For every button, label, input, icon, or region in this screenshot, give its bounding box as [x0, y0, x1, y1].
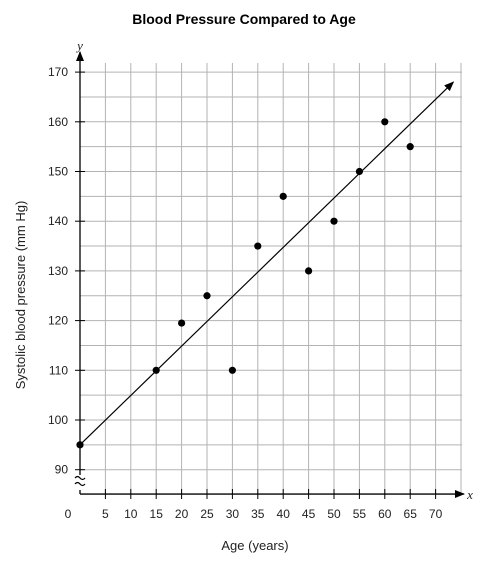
y-tick-label: 160: [48, 115, 68, 129]
trend-line-group: [79, 81, 455, 446]
x-tick-label: 15: [150, 507, 164, 521]
chart-title: Blood Pressure Compared to Age: [132, 11, 356, 27]
data-point: [76, 441, 84, 449]
data-point: [330, 217, 338, 225]
data-point: [381, 118, 389, 126]
y-tick-label: 110: [49, 363, 68, 377]
x-tick-label: 45: [302, 507, 316, 521]
grid: [80, 63, 462, 496]
data-points: [76, 118, 414, 449]
x-tick-label: 70: [429, 507, 443, 521]
data-point: [254, 242, 262, 250]
y-tick-label: 100: [48, 413, 68, 427]
data-point: [178, 319, 186, 327]
x-tick-label: 35: [251, 507, 265, 521]
axis-break-symbol: [74, 475, 86, 487]
x-ticks: 0 5 10 15 20 25 30 35 40 45 50 55 60 65 70: [65, 489, 443, 521]
x-tick-label: 50: [327, 507, 341, 521]
data-point: [203, 292, 211, 300]
data-point: [406, 143, 414, 151]
axes: [74, 51, 465, 498]
x-tick-label: 25: [200, 507, 214, 521]
data-point: [228, 366, 236, 374]
data-point: [305, 267, 313, 275]
trend-line: [79, 81, 455, 446]
data-point: [152, 366, 160, 374]
data-point: [279, 192, 287, 200]
x-tick-label: 5: [102, 507, 109, 521]
x-tick-label: 60: [378, 507, 392, 521]
data-point: [355, 167, 363, 176]
y-tick-label: 150: [48, 165, 68, 179]
y-tick-label: 130: [48, 264, 68, 278]
y-ticks: 90 100 110 120 130 140 150 160 170: [48, 65, 85, 477]
y-tick-label: 90: [55, 463, 69, 477]
y-axis-letter: y: [75, 38, 83, 53]
x-tick-label: 55: [353, 507, 367, 521]
x-tick-label: 65: [404, 507, 418, 521]
y-tick-label: 120: [48, 314, 68, 328]
x-tick-label: 30: [226, 507, 240, 521]
x-axis-letter: x: [466, 487, 473, 502]
x-tick-label: 0: [65, 507, 72, 521]
x-tick-label: 10: [124, 507, 138, 521]
y-tick-label: 170: [48, 65, 68, 79]
x-tick-label: 20: [175, 507, 189, 521]
y-tick-label: 140: [48, 214, 68, 228]
y-axis-label: Systolic blood pressure (mm Hg): [13, 201, 28, 390]
x-tick-label: 40: [277, 507, 291, 521]
x-axis-label: Age (years): [221, 538, 288, 553]
